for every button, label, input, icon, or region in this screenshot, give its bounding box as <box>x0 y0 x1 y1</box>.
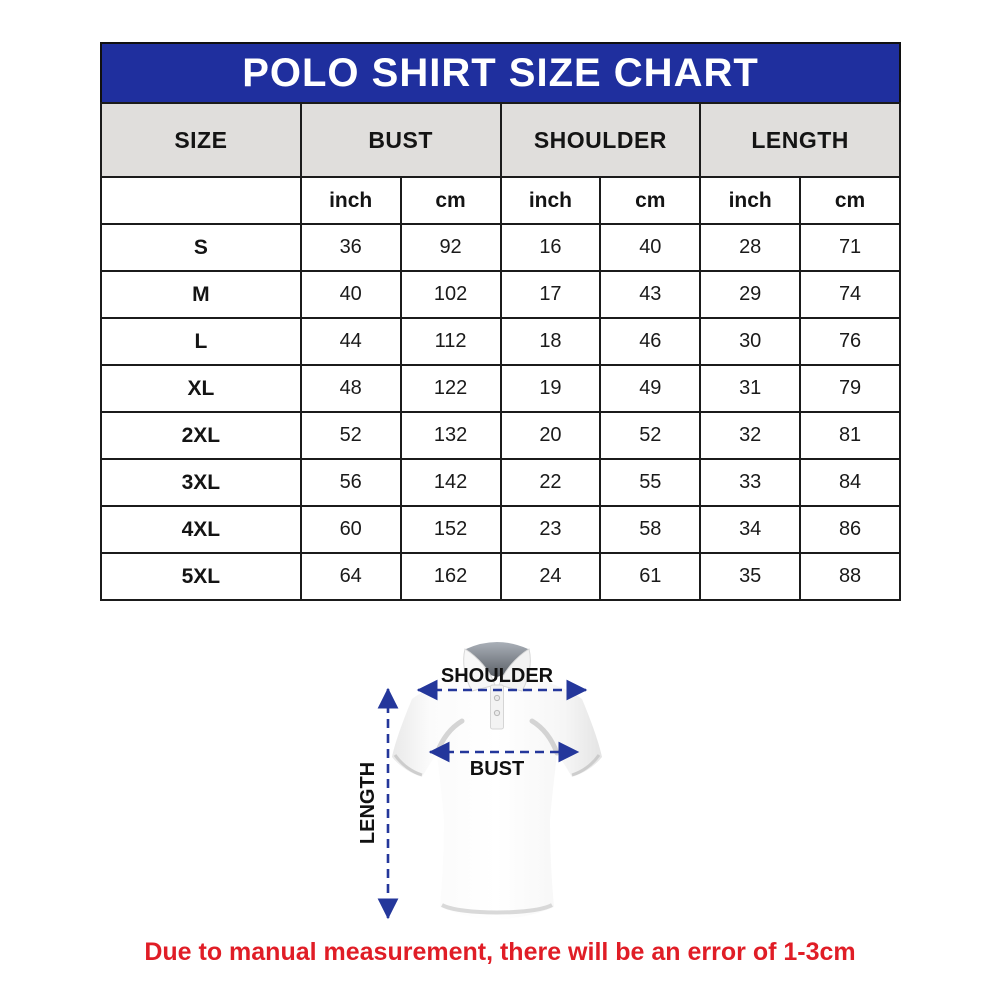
size-label: S <box>100 223 302 272</box>
unit-header: cm <box>799 176 901 225</box>
size-label: 2XL <box>100 411 302 460</box>
table-row: 4XL 60 152 23 58 34 86 <box>100 505 901 554</box>
button <box>493 709 501 717</box>
column-header-size: SIZE <box>100 102 302 178</box>
cell: 43 <box>599 270 702 319</box>
cell: 24 <box>499 552 602 601</box>
shoulder-label: SHOULDER <box>441 665 554 687</box>
button <box>493 694 501 702</box>
cell: 32 <box>699 411 802 460</box>
column-header-bust: BUST <box>299 102 502 178</box>
cell: 40 <box>299 270 402 319</box>
size-label: XL <box>100 364 302 413</box>
column-header-shoulder: SHOULDER <box>499 102 702 178</box>
table-row: S 36 92 16 40 28 71 <box>100 223 901 272</box>
cell: 112 <box>399 317 502 366</box>
table-row: M 40 102 17 43 29 74 <box>100 270 901 319</box>
cell: 44 <box>299 317 402 366</box>
cell: 20 <box>499 411 602 460</box>
cell: 61 <box>599 552 702 601</box>
size-label: 4XL <box>100 505 302 554</box>
bust-label: BUST <box>470 758 524 780</box>
unit-header-row: inch cm inch cm inch cm <box>100 176 901 225</box>
cell: 18 <box>499 317 602 366</box>
sleeve-hem-right <box>571 754 601 777</box>
cell: 49 <box>599 364 702 413</box>
table-row: 3XL 56 142 22 55 33 84 <box>100 458 901 507</box>
polo-shirt-illustration: SHOULDER BUST LENGTH <box>357 642 602 920</box>
cell: 152 <box>399 505 502 554</box>
cell: 60 <box>299 505 402 554</box>
cell: 48 <box>299 364 402 413</box>
cell: 79 <box>799 364 901 413</box>
cell: 92 <box>399 223 502 272</box>
unit-header: inch <box>699 176 802 225</box>
cell: 58 <box>599 505 702 554</box>
cell: 35 <box>699 552 802 601</box>
cell: 74 <box>799 270 901 319</box>
length-label: LENGTH <box>357 762 379 844</box>
cell: 19 <box>499 364 602 413</box>
cell: 81 <box>799 411 901 460</box>
size-label: 5XL <box>100 552 302 601</box>
placket <box>490 684 504 730</box>
cell: 102 <box>399 270 502 319</box>
cell: 162 <box>399 552 502 601</box>
cell: 34 <box>699 505 802 554</box>
cell: 40 <box>599 223 702 272</box>
size-label: M <box>100 270 302 319</box>
measurement-disclaimer: Due to manual measurement, there will be… <box>144 938 856 966</box>
table-row: L 44 112 18 46 30 76 <box>100 317 901 366</box>
column-group-header-row: SIZE BUST SHOULDER LENGTH <box>100 102 901 178</box>
cell: 46 <box>599 317 702 366</box>
cell: 28 <box>699 223 802 272</box>
unit-header: inch <box>499 176 602 225</box>
cell: 30 <box>699 317 802 366</box>
cell: 23 <box>499 505 602 554</box>
cell: 132 <box>399 411 502 460</box>
cell: 55 <box>599 458 702 507</box>
size-label: L <box>100 317 302 366</box>
cell: 33 <box>699 458 802 507</box>
measurement-diagram: SHOULDER BUST LENGTH <box>340 635 660 940</box>
table-row: XL 48 122 19 49 31 79 <box>100 364 901 413</box>
page-title: POLO SHIRT SIZE CHART <box>242 50 759 95</box>
cell: 88 <box>799 552 901 601</box>
cell: 29 <box>699 270 802 319</box>
cell: 17 <box>499 270 602 319</box>
unit-header: cm <box>599 176 702 225</box>
cell: 71 <box>799 223 901 272</box>
cell: 142 <box>399 458 502 507</box>
cell: 52 <box>299 411 402 460</box>
cell: 122 <box>399 364 502 413</box>
cell: 84 <box>799 458 901 507</box>
table-row: 2XL 52 132 20 52 32 81 <box>100 411 901 460</box>
cell: 56 <box>299 458 402 507</box>
cell: 52 <box>599 411 702 460</box>
size-label: 3XL <box>100 458 302 507</box>
unit-header-empty <box>100 176 302 225</box>
cell: 36 <box>299 223 402 272</box>
column-header-length: LENGTH <box>699 102 901 178</box>
chart-title-bar: POLO SHIRT SIZE CHART <box>100 42 901 104</box>
shirt-hem-shadow <box>441 903 553 915</box>
unit-header: inch <box>299 176 402 225</box>
unit-header: cm <box>399 176 502 225</box>
cell: 64 <box>299 552 402 601</box>
cell: 31 <box>699 364 802 413</box>
size-chart-table: SIZE BUST SHOULDER LENGTH inch cm inch c… <box>100 102 901 601</box>
cell: 22 <box>499 458 602 507</box>
cell: 86 <box>799 505 901 554</box>
cell: 16 <box>499 223 602 272</box>
table-row: 5XL 64 162 24 61 35 88 <box>100 552 901 601</box>
cell: 76 <box>799 317 901 366</box>
